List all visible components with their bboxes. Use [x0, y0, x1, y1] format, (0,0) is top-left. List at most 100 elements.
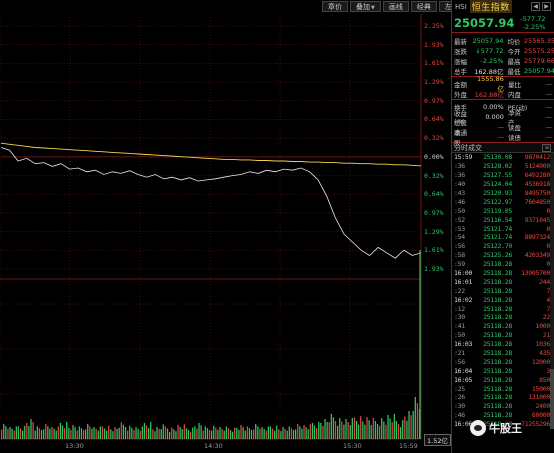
scroll-thumb[interactable]	[550, 368, 554, 429]
quote-label: 均价	[507, 38, 521, 46]
trade-row[interactable]: :56 25118.28 12000	[452, 357, 550, 366]
trades-scrollbar[interactable]	[550, 153, 554, 429]
volume-bar	[276, 425, 278, 439]
volume-bar	[303, 425, 305, 439]
volume-bar	[295, 429, 297, 439]
volume-bar	[374, 421, 377, 439]
volume-bar	[332, 417, 335, 439]
trade-row[interactable]: 16:06 25118.28 71255296	[452, 420, 550, 429]
volume-bar	[87, 423, 89, 439]
toolbar-button-price[interactable]: 章价	[322, 1, 348, 12]
trade-row[interactable]: :56 25122.70 0	[452, 242, 550, 251]
volume-bar	[322, 426, 324, 439]
trade-volume: 12000	[531, 357, 550, 366]
time-tick-label: 15:59	[399, 442, 418, 450]
toolbar-button-overlay[interactable]: 叠加▼	[350, 1, 381, 12]
trade-row[interactable]: 16:02 25118.28 4	[452, 295, 550, 304]
next-arrow-icon[interactable]: ▶	[542, 2, 551, 11]
trade-row[interactable]: :30 25118.28 2400	[452, 402, 550, 411]
volume-bar	[108, 425, 110, 439]
intraday-chart[interactable]: 章价 叠加▼ 画线 经典 左幕 2.25% 1.93% 1.61% 1.29% 0.97…	[0, 0, 465, 453]
quote-value: —	[545, 113, 553, 121]
trade-row[interactable]: :30 25118.28 22	[452, 313, 550, 322]
volume-bar	[133, 429, 135, 439]
quote-label: 最低	[507, 68, 521, 76]
trade-row[interactable]: :40 25124.04 4536918	[452, 180, 550, 189]
trade-row[interactable]: :50 25118.28 21	[452, 331, 550, 340]
percent-tick-label: 0.32%	[424, 134, 444, 143]
trade-time: :30	[454, 402, 465, 411]
trade-row[interactable]: :43 25120.93 8495750	[452, 189, 550, 198]
trade-row[interactable]: :26 25118.28 131000	[452, 393, 550, 402]
trade-price: 25118.28	[483, 286, 512, 295]
quote-value: 25565.35	[524, 37, 554, 45]
volume-bar	[82, 430, 85, 439]
trade-row[interactable]: :53 25121.74 0	[452, 224, 550, 233]
trade-row[interactable]: :59 25118.28 0	[452, 260, 550, 269]
trades-header[interactable]: 分时成交 ⇲	[452, 142, 554, 153]
trade-row[interactable]: :21 25118.28 435	[452, 349, 550, 358]
trades-table[interactable]: 15:59 25130.08 9870412:36 25128.02 5124000:3…	[452, 153, 554, 429]
trade-row[interactable]: :36 25128.02 5124000	[452, 162, 550, 171]
trade-row[interactable]: :52 25116.54 9371045	[452, 215, 550, 224]
trade-volume: 0	[546, 242, 550, 251]
trade-volume: 21	[542, 331, 551, 340]
volume-bar	[80, 428, 83, 439]
trade-time: :26	[454, 393, 465, 402]
percent-tick-label: 1.61%	[424, 59, 444, 68]
toolbar-button-draw[interactable]: 画线	[382, 1, 409, 12]
trade-row[interactable]: 15:59 25130.08 9870412	[452, 153, 550, 162]
quote-grid-2: 金额 1555.86亿 量比 — 外盘 162.88亿 内盘 —	[452, 75, 554, 99]
volume-bar	[40, 430, 43, 439]
volume-bar	[47, 426, 49, 439]
volume-bar	[341, 421, 343, 439]
trade-time: :43	[454, 189, 465, 197]
trade-time: 16:02	[454, 295, 473, 304]
expand-icon[interactable]: ⇲	[542, 143, 551, 152]
nav-arrows: ◀ ▶	[531, 2, 551, 11]
trades-title: 分时成交	[454, 143, 482, 152]
percent-tick-label: 1.93%	[424, 40, 444, 49]
volume-bar	[120, 422, 122, 439]
volume-bar	[330, 413, 332, 439]
trade-time: :52	[454, 215, 465, 224]
toolbar-button-classic[interactable]: 经典	[410, 1, 437, 12]
prev-arrow-icon[interactable]: ◀	[531, 2, 540, 11]
trade-price: 25118.28	[483, 393, 512, 402]
trade-row[interactable]: :58 25125.26 4203349	[452, 251, 550, 260]
trade-row[interactable]: 16:05 25118.28 850	[452, 375, 550, 384]
trade-row[interactable]: :22 25118.28 7	[452, 286, 550, 295]
volume-bar	[364, 424, 366, 439]
quote-value: -2.25%	[480, 57, 504, 65]
volume-bar	[13, 430, 15, 439]
volume-bar	[397, 424, 400, 439]
volume-bar	[269, 426, 272, 439]
trade-row[interactable]: :46 25122.97 7604850	[452, 197, 550, 206]
trade-price: 25122.70	[483, 242, 512, 251]
volume-bar	[17, 426, 20, 439]
trade-row[interactable]: :12 25118.28 7	[452, 304, 550, 313]
trade-volume: 435	[539, 349, 550, 358]
trade-price: 25118.28	[483, 402, 512, 411]
volume-bar	[309, 424, 311, 439]
trade-row[interactable]: :25 25118.28 15000	[452, 384, 550, 393]
trade-row[interactable]: :46 25118.28 60000	[452, 411, 550, 420]
volume-bar	[234, 427, 236, 439]
trade-row[interactable]: 16:01 25118.28 244	[452, 277, 550, 286]
trade-row[interactable]: :50 25119.05 0	[452, 206, 550, 215]
trade-price: 25121.74	[483, 233, 512, 242]
trade-volume: 9870412	[524, 153, 551, 162]
trade-row[interactable]: 16:03 25118.28 1036	[452, 340, 550, 349]
trade-row[interactable]: 16:00 25118.28 13905700	[452, 269, 550, 278]
price-line	[0, 147, 422, 259]
volume-bar	[307, 429, 309, 439]
trade-row[interactable]: :36 25127.55 6492280	[452, 171, 550, 180]
trade-time: :36	[454, 162, 465, 171]
trade-row[interactable]: 16:04 25118.28 3	[452, 366, 550, 375]
volume-bar	[192, 427, 194, 439]
trade-row[interactable]: :54 25121.74 8897324	[452, 233, 550, 242]
volume-bar	[227, 428, 230, 439]
watermark: 牛股王	[470, 420, 522, 436]
trade-row[interactable]: :41 25118.28 1000	[452, 322, 550, 331]
volume-bar	[246, 426, 248, 439]
